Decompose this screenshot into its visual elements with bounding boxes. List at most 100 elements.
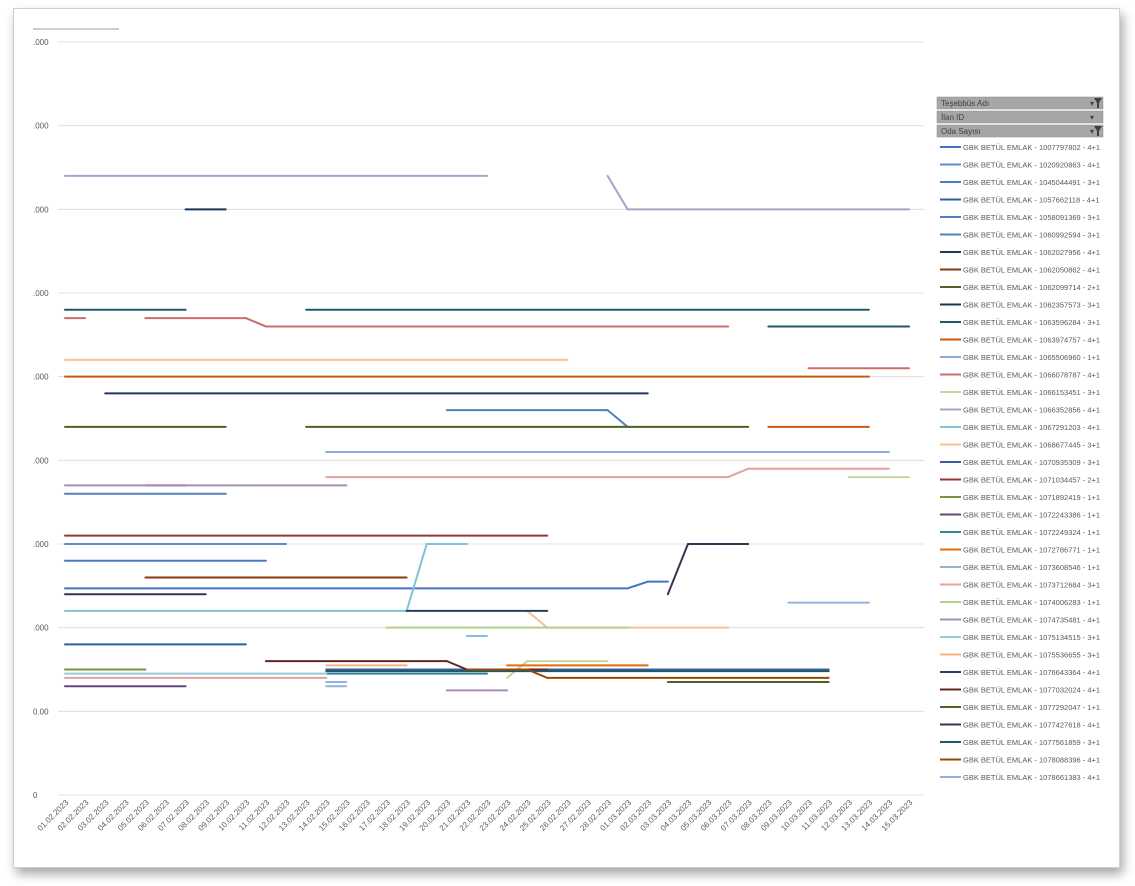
series-segment [405, 543, 428, 612]
series-line [64, 174, 910, 211]
y-tick-label: 0 [33, 791, 38, 800]
y-tick-label: .000 [33, 624, 49, 633]
legend-entry: GBK BETÜL EMLAK - 1078088396 - 4+1 [940, 756, 1100, 765]
legend-label: GBK BETÜL EMLAK - 1077032024 - 4+1 [963, 686, 1100, 695]
field-filter-buttons[interactable]: Teşebbüs Adı ▾ İlan ID ▾ Oda Sayısı ▾ [936, 96, 1104, 138]
legend-entry: GBK BETÜL EMLAK - 1062099714 - 2+1 [940, 283, 1100, 292]
y-tick-label: .000 [33, 456, 49, 465]
filter-button-bg[interactable] [936, 96, 1104, 110]
legend-entry: GBK BETÜL EMLAK - 1066352856 - 4+1 [940, 406, 1100, 415]
filter-button[interactable]: Teşebbüs Adı ▾ [936, 96, 1104, 110]
legend-label: GBK BETÜL EMLAK - 1072249324 - 1+1 [963, 528, 1100, 537]
series-line [64, 484, 509, 692]
series-segment [445, 660, 468, 671]
legend-label: GBK BETÜL EMLAK - 1077292047 - 1+1 [963, 703, 1100, 712]
legend-entry: GBK BETÜL EMLAK - 1073608546 - 1+1 [940, 563, 1100, 572]
plot-lines [64, 174, 910, 692]
legend-label: GBK BETÜL EMLAK - 1077561859 - 3+1 [963, 738, 1100, 747]
legend-label: GBK BETÜL EMLAK - 1060992594 - 3+1 [963, 231, 1100, 240]
legend-label: GBK BETÜL EMLAK - 1071034457 - 2+1 [963, 476, 1100, 485]
series-segment [244, 317, 267, 328]
filter-button[interactable]: Oda Sayısı ▾ [936, 124, 1104, 138]
series-line [445, 409, 629, 428]
legend-entry: GBK BETÜL EMLAK - 1075536655 - 3+1 [940, 651, 1100, 660]
legend-entry: GBK BETÜL EMLAK - 1076643364 - 4+1 [940, 668, 1100, 677]
series-segment [606, 409, 629, 428]
legend-label: GBK BETÜL EMLAK - 1066078787 - 4+1 [963, 371, 1100, 380]
legend: GBK BETÜL EMLAK - 1007797802 - 4+1 GBK BE… [940, 143, 1100, 782]
filter-button-label: Oda Sayısı [941, 127, 981, 136]
legend-label: GBK BETÜL EMLAK - 1070935309 - 3+1 [963, 458, 1100, 467]
legend-label: GBK BETÜL EMLAK - 1072786771 - 1+1 [963, 546, 1100, 555]
legend-entry: GBK BETÜL EMLAK - 1077032024 - 4+1 [940, 686, 1100, 695]
series-segment [626, 580, 649, 590]
series-line [64, 375, 870, 428]
legend-label: GBK BETÜL EMLAK - 1077427618 - 4+1 [963, 721, 1100, 730]
series-line [64, 543, 488, 638]
series-segment [606, 174, 629, 211]
legend-label: GBK BETÜL EMLAK - 1071892419 - 1+1 [963, 493, 1100, 502]
legend-label: GBK BETÜL EMLAK - 1074006283 - 1+1 [963, 598, 1100, 607]
legend-entry: GBK BETÜL EMLAK - 1077292047 - 1+1 [940, 703, 1100, 712]
legend-entry: GBK BETÜL EMLAK - 1060992594 - 3+1 [940, 231, 1100, 240]
y-tick-label: .000 [33, 205, 49, 214]
legend-entry: GBK BETÜL EMLAK - 1063974757 - 4+1 [940, 336, 1100, 345]
filter-button-bg[interactable] [936, 124, 1104, 138]
series-segment [526, 609, 549, 629]
series-segment [526, 668, 549, 679]
legend-entry: GBK BETÜL EMLAK - 1062050862 - 4+1 [940, 266, 1100, 275]
legend-entry: GBK BETÜL EMLAK - 1077561859 - 3+1 [940, 738, 1100, 747]
filter-dropdown-icon[interactable]: ▾ [1090, 99, 1094, 108]
legend-entry: GBK BETÜL EMLAK - 1065506960 - 1+1 [940, 353, 1100, 362]
x-axis-ticks: 01.02.202302.02.202303.02.202304.02.2023… [36, 798, 915, 833]
legend-entry: GBK BETÜL EMLAK - 1073712684 - 3+1 [940, 581, 1100, 590]
legend-entry: GBK BETÜL EMLAK - 1066078787 - 4+1 [940, 371, 1100, 380]
legend-label: GBK BETÜL EMLAK - 1078088396 - 4+1 [963, 756, 1100, 765]
y-tick-label: .000 [33, 289, 49, 298]
legend-entry: GBK BETÜL EMLAK - 1075134515 - 3+1 [940, 633, 1100, 642]
y-tick-label: .000 [33, 122, 49, 131]
series-line [506, 476, 910, 679]
legend-entry: GBK BETÜL EMLAK - 1062027956 - 4+1 [940, 248, 1100, 257]
legend-label: GBK BETÜL EMLAK - 1074735481 - 4+1 [963, 616, 1100, 625]
series-line [64, 580, 669, 590]
filter-dropdown-icon[interactable]: ▾ [1090, 113, 1094, 122]
filter-button-label: İlan ID [941, 113, 964, 122]
legend-label: GBK BETÜL EMLAK - 1065506960 - 1+1 [963, 353, 1100, 362]
series-segment [666, 543, 689, 596]
y-tick-label: .000 [33, 373, 49, 382]
series-line [64, 308, 910, 328]
filter-dropdown-icon[interactable]: ▾ [1090, 127, 1094, 136]
filter-button-bg[interactable] [936, 110, 1104, 124]
legend-entry: GBK BETÜL EMLAK - 1077427618 - 4+1 [940, 721, 1100, 730]
legend-label: GBK BETÜL EMLAK - 1062027956 - 4+1 [963, 248, 1100, 257]
legend-label: GBK BETÜL EMLAK - 1076643364 - 4+1 [963, 668, 1100, 677]
legend-label: GBK BETÜL EMLAK - 1058091369 - 3+1 [963, 213, 1100, 222]
legend-entry: GBK BETÜL EMLAK - 1062357573 - 3+1 [940, 301, 1100, 310]
legend-label: GBK BETÜL EMLAK - 1062357573 - 3+1 [963, 301, 1100, 310]
legend-label: GBK BETÜL EMLAK - 1075536655 - 3+1 [963, 651, 1100, 660]
filter-button-label: Teşebbüs Adı [941, 99, 989, 108]
legend-entry: GBK BETÜL EMLAK - 1072786771 - 1+1 [940, 546, 1100, 555]
legend-entry: GBK BETÜL EMLAK - 1067291203 - 4+1 [940, 423, 1100, 432]
y-tick-label: .000 [33, 38, 49, 47]
legend-label: GBK BETÜL EMLAK - 1062099714 - 2+1 [963, 283, 1100, 292]
y-tick-label: .000 [33, 540, 49, 549]
legend-entry: GBK BETÜL EMLAK - 1072243386 - 1+1 [940, 511, 1100, 520]
legend-label: GBK BETÜL EMLAK - 1072243386 - 1+1 [963, 511, 1100, 520]
legend-entry: GBK BETÜL EMLAK - 1057662118 - 4+1 [940, 196, 1100, 205]
series-line [64, 543, 750, 596]
legend-label: GBK BETÜL EMLAK - 1063596284 - 3+1 [963, 318, 1100, 327]
legend-label: GBK BETÜL EMLAK - 1066153451 - 3+1 [963, 388, 1100, 397]
legend-entry: GBK BETÜL EMLAK - 1068677445 - 3+1 [940, 441, 1100, 450]
chart-frame [13, 8, 1120, 868]
legend-label: GBK BETÜL EMLAK - 1066352856 - 4+1 [963, 406, 1100, 415]
legend-entry: GBK BETÜL EMLAK - 1007797802 - 4+1 [940, 143, 1100, 152]
filter-button[interactable]: İlan ID ▾ [936, 110, 1104, 124]
series-line [64, 317, 910, 370]
legend-entry: GBK BETÜL EMLAK - 1020920863 - 4+1 [940, 161, 1100, 170]
legend-entry: GBK BETÜL EMLAK - 1074735481 - 4+1 [940, 616, 1100, 625]
legend-label: GBK BETÜL EMLAK - 1045044491 - 3+1 [963, 178, 1100, 187]
legend-entry: GBK BETÜL EMLAK - 1063596284 - 3+1 [940, 318, 1100, 327]
